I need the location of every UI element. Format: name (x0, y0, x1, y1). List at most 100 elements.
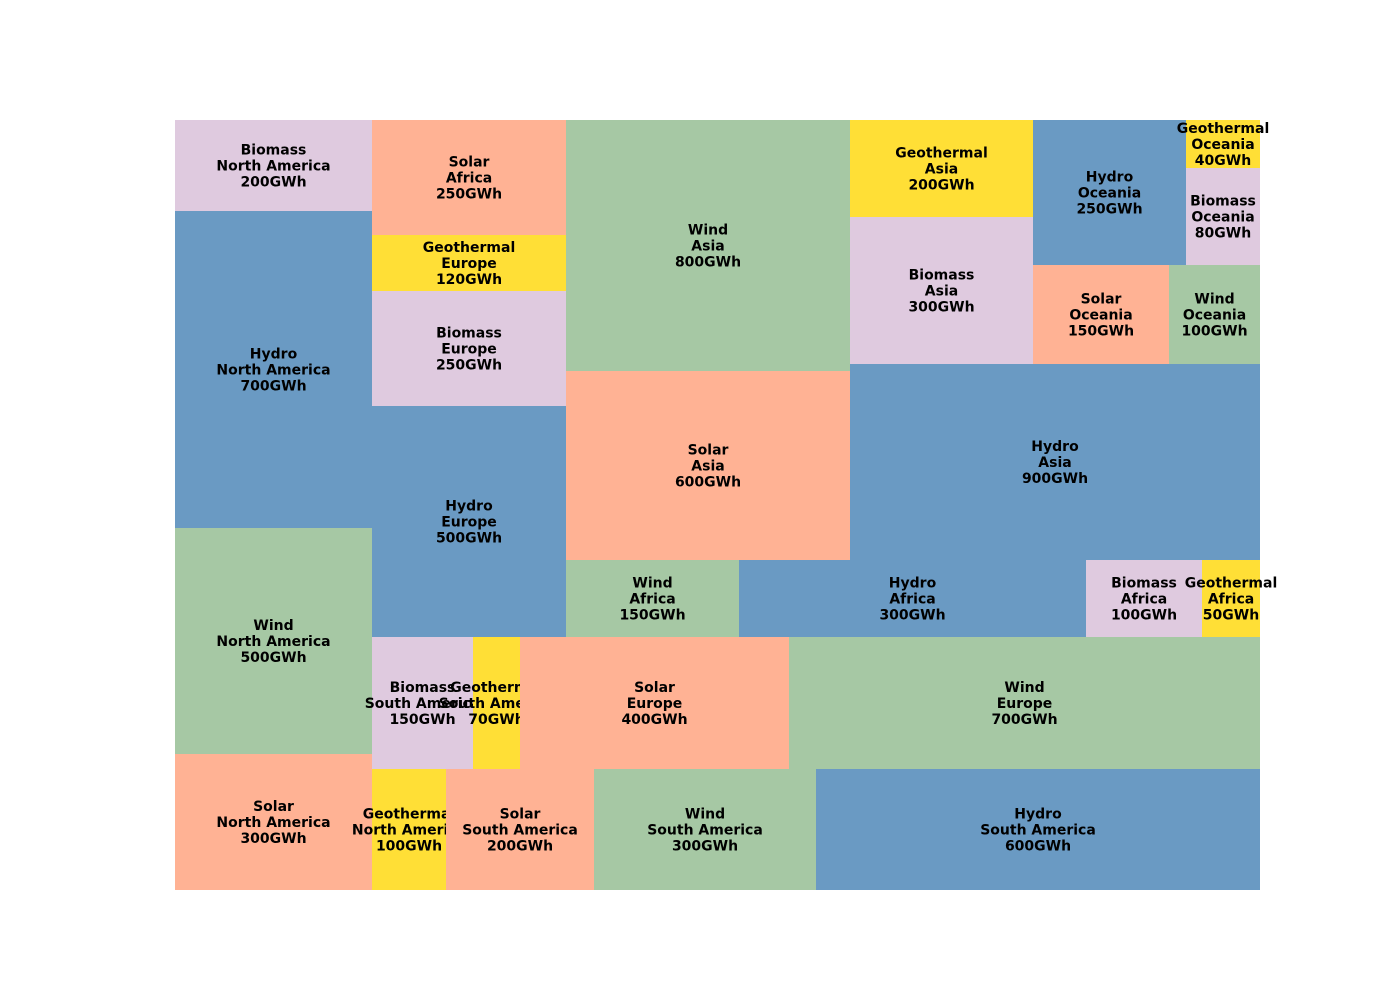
tile-region-biomass-europe: Europe (441, 342, 497, 358)
tile-label-wind-africa: Wind Africa 150GWh (619, 576, 685, 624)
tile-region-hydro-asia: Asia (1038, 455, 1071, 471)
tile-geothermal-asia (850, 120, 1033, 217)
tile-geothermal-oceania (1186, 120, 1260, 168)
tile-label-wind-oceania: Wind Oceania 100GWh (1181, 292, 1247, 340)
tile-region-geothermal-asia: Asia (925, 162, 958, 178)
tile-label-geothermal-africa: Geothermal Africa 50GWh (1185, 576, 1278, 624)
tile-geothermal-south-america (473, 637, 520, 769)
tile-region-solar-asia: Asia (691, 459, 724, 475)
tile-value-solar-africa: 250GWh (436, 187, 502, 203)
tile-region-wind-asia: Asia (691, 239, 724, 255)
tile-label-solar-oceania: Solar Oceania 150GWh (1068, 292, 1134, 340)
tile-value-hydro-asia: 900GWh (1022, 471, 1088, 487)
tile-source-wind-africa: Wind (632, 576, 672, 592)
tile-hydro-europe (372, 406, 566, 637)
tile-wind-south-america (594, 769, 816, 890)
tile-source-solar-south-america: Solar (500, 807, 541, 823)
tile-value-solar-oceania: 150GWh (1068, 324, 1134, 340)
tile-label-hydro-asia: Hydro Asia 900GWh (1022, 439, 1088, 487)
tile-source-wind-europe: Wind (1004, 680, 1044, 696)
tile-value-biomass-north-america: 200GWh (240, 175, 306, 191)
tile-value-hydro-north-america: 700GWh (240, 379, 306, 395)
tile-region-geothermal-europe: Europe (441, 256, 497, 272)
tile-source-solar-asia: Solar (688, 443, 729, 459)
tile-value-biomass-oceania: 80GWh (1195, 226, 1251, 242)
tile-source-solar-africa: Solar (449, 155, 490, 171)
tile-hydro-north-america (175, 211, 372, 528)
tile-label-biomass-africa: Biomass Africa 100GWh (1111, 576, 1177, 624)
tile-region-hydro-africa: Africa (889, 592, 935, 608)
tile-region-wind-europe: Europe (997, 696, 1053, 712)
tile-label-hydro-oceania: Hydro Oceania 250GWh (1076, 170, 1142, 218)
tile-region-solar-oceania: Oceania (1069, 308, 1132, 324)
tile-region-wind-south-america: South America (647, 823, 763, 839)
tile-region-solar-south-america: South America (462, 823, 578, 839)
tile-source-wind-north-america: Wind (253, 618, 293, 634)
tile-wind-oceania (1169, 265, 1260, 364)
tile-source-biomass-oceania: Biomass (1190, 194, 1256, 210)
tile-value-solar-asia: 600GWh (675, 475, 741, 491)
tile-source-geothermal-north-america: Geothermal (363, 807, 456, 823)
tile-value-wind-oceania: 100GWh (1181, 324, 1247, 340)
tile-source-hydro-oceania: Hydro (1086, 170, 1134, 186)
tile-hydro-africa (739, 560, 1086, 637)
tile-label-wind-asia: Wind Asia 800GWh (675, 223, 741, 271)
tile-label-solar-north-america: Solar North America 300GWh (216, 799, 330, 847)
tile-label-solar-europe: Solar Europe 400GWh (621, 680, 687, 728)
tile-label-hydro-africa: Hydro Africa 300GWh (879, 576, 945, 624)
tile-region-geothermal-africa: Africa (1208, 592, 1254, 608)
tile-source-wind-south-america: Wind (685, 807, 725, 823)
tile-value-hydro-europe: 500GWh (436, 531, 502, 547)
tile-solar-asia (566, 371, 850, 560)
tile-value-hydro-oceania: 250GWh (1076, 202, 1142, 218)
tile-label-solar-africa: Solar Africa 250GWh (436, 155, 502, 203)
tile-label-wind-europe: Wind Europe 700GWh (991, 680, 1057, 728)
tile-label-hydro-south-america: Hydro South America 600GWh (980, 807, 1096, 855)
tile-value-biomass-south-america: 150GWh (389, 712, 455, 728)
tile-region-hydro-oceania: Oceania (1078, 186, 1141, 202)
tile-value-wind-europe: 700GWh (991, 712, 1057, 728)
tile-value-biomass-africa: 100GWh (1111, 608, 1177, 624)
tile-label-wind-south-america: Wind South America 300GWh (647, 807, 763, 855)
tile-region-geothermal-north-america: North America (352, 823, 466, 839)
tile-label-hydro-north-america: Hydro North America 700GWh (216, 347, 330, 395)
tile-value-solar-europe: 400GWh (621, 712, 687, 728)
tile-source-wind-asia: Wind (688, 223, 728, 239)
tile-wind-africa (566, 560, 739, 637)
tile-value-wind-north-america: 500GWh (240, 650, 306, 666)
tile-source-biomass-south-america: Biomass (390, 680, 456, 696)
tile-wind-europe (789, 637, 1260, 769)
tile-source-hydro-south-america: Hydro (1014, 807, 1062, 823)
tile-region-biomass-asia: Asia (925, 284, 958, 300)
tile-solar-south-america (446, 769, 594, 890)
tile-label-hydro-europe: Hydro Europe 500GWh (436, 499, 502, 547)
tile-source-hydro-north-america: Hydro (250, 347, 298, 363)
tile-source-biomass-europe: Biomass (436, 326, 502, 342)
tile-region-wind-oceania: Oceania (1183, 308, 1246, 324)
tile-value-geothermal-asia: 200GWh (908, 178, 974, 194)
tile-region-solar-north-america: North America (216, 815, 330, 831)
tile-label-biomass-asia: Biomass Asia 300GWh (908, 268, 974, 316)
tile-region-hydro-north-america: North America (216, 363, 330, 379)
tile-source-solar-europe: Solar (634, 680, 675, 696)
tile-wind-asia (566, 120, 850, 371)
tile-source-biomass-north-america: Biomass (241, 143, 307, 159)
tile-solar-africa (372, 120, 566, 235)
tile-source-geothermal-asia: Geothermal (895, 146, 988, 162)
tile-source-hydro-asia: Hydro (1031, 439, 1079, 455)
tile-value-hydro-africa: 300GWh (879, 608, 945, 624)
tile-wind-north-america (175, 528, 372, 754)
tile-region-biomass-north-america: North America (216, 159, 330, 175)
tile-value-geothermal-south-america: 70GWh (468, 712, 524, 728)
tile-region-biomass-oceania: Oceania (1191, 210, 1254, 226)
tile-region-solar-africa: Africa (446, 171, 492, 187)
tile-source-hydro-europe: Hydro (445, 499, 493, 515)
tile-source-solar-oceania: Solar (1081, 292, 1122, 308)
tile-source-biomass-asia: Biomass (909, 268, 975, 284)
tile-region-biomass-south-america: South America (365, 696, 481, 712)
tile-label-solar-south-america: Solar South America 200GWh (462, 807, 578, 855)
tile-source-geothermal-south-america: Geothermal (450, 680, 543, 696)
tile-value-biomass-asia: 300GWh (908, 300, 974, 316)
tile-geothermal-europe (372, 235, 566, 291)
tile-value-geothermal-europe: 120GWh (436, 272, 502, 288)
